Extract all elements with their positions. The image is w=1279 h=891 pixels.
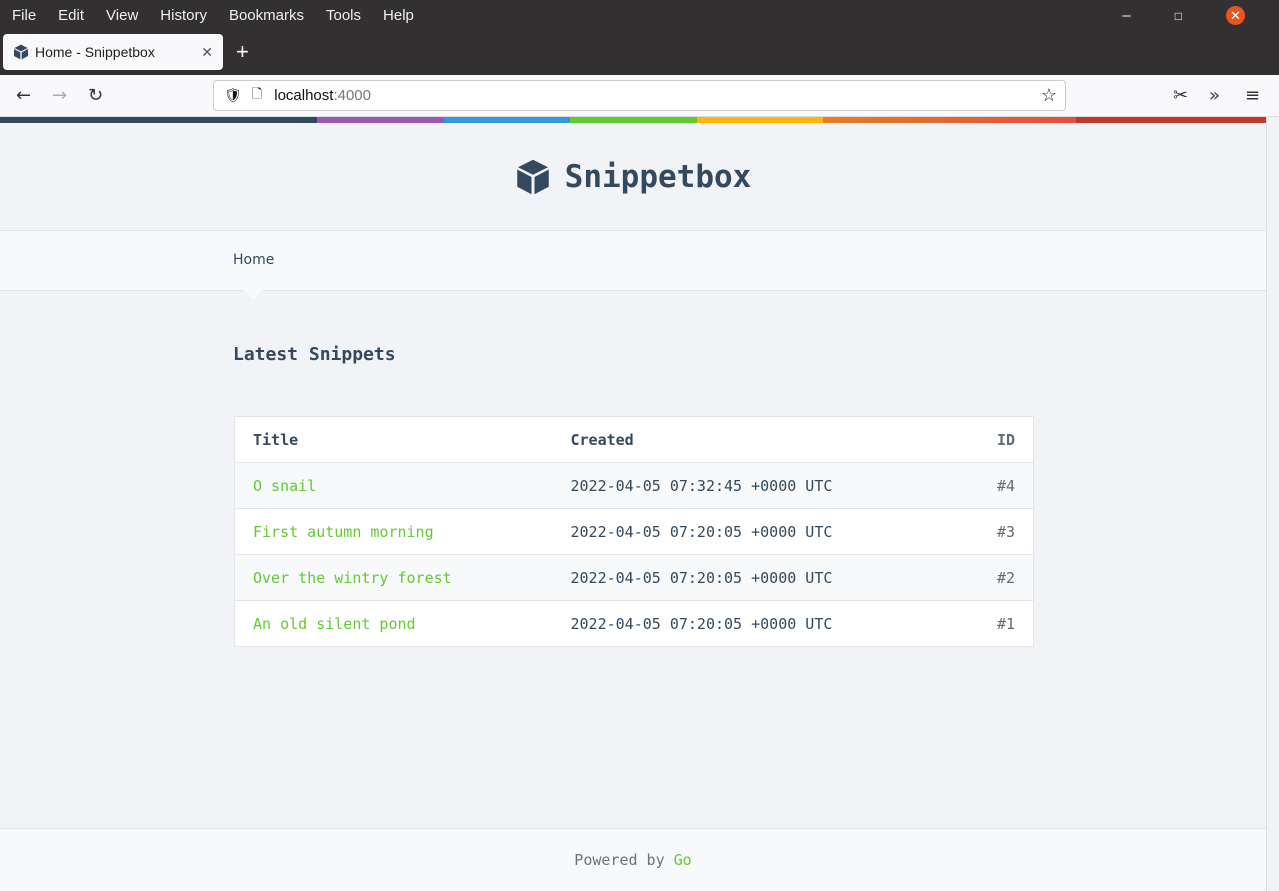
created-cell: 2022-04-05 07:20:05 +0000 UTC	[552, 600, 960, 647]
page-title: Latest Snippets	[233, 344, 396, 365]
page-icon: 🗋	[251, 85, 263, 101]
tab-title: Home - Snippetbox	[35, 44, 155, 60]
screenshot-icon[interactable]: ✂	[1173, 85, 1189, 106]
close-tab-icon[interactable]: ✕	[201, 43, 213, 60]
created-cell: 2022-04-05 07:20:05 +0000 UTC	[552, 508, 960, 555]
bookmark-star-icon[interactable]: ☆	[1040, 85, 1057, 105]
id-cell: #1	[959, 600, 1034, 647]
nav-bar: ← → ↻ 🛡 🗋 localhost:4000 ☆ ✂ » ≡	[0, 75, 1279, 117]
created-cell: 2022-04-05 07:32:45 +0000 UTC	[552, 462, 960, 509]
nav-active-caret	[243, 290, 263, 300]
menu-help[interactable]: Help	[383, 7, 414, 24]
table-header-row: Title Created ID	[234, 416, 1034, 463]
overflow-icon[interactable]: »	[1209, 85, 1221, 106]
snippet-link[interactable]: An old silent pond	[253, 614, 416, 633]
id-cell: #3	[959, 508, 1034, 555]
nav-home-link[interactable]: Home	[233, 252, 275, 268]
menu-tools[interactable]: Tools	[325, 7, 362, 24]
stripe-segment	[1076, 117, 1266, 123]
menu-bookmarks[interactable]: Bookmarks	[228, 7, 304, 24]
snippets-table: Title Created ID O snail 2022-04-05 07:32…	[234, 416, 1034, 647]
menu-file[interactable]: File	[12, 7, 37, 24]
url-bar[interactable]: 🛡 🗋 localhost:4000 ☆	[213, 80, 1066, 111]
site-header: Snippetbox	[0, 123, 1266, 231]
snippet-link[interactable]: Over the wintry forest	[253, 568, 452, 587]
color-stripe	[0, 117, 1266, 123]
cube-icon	[14, 44, 28, 60]
menu-view[interactable]: View	[106, 7, 139, 24]
site-title[interactable]: Snippetbox	[564, 158, 752, 195]
shield-icon: 🛡	[224, 87, 242, 103]
header-created: Created	[552, 416, 960, 463]
back-icon[interactable]: ←	[16, 85, 32, 106]
reload-icon[interactable]: ↻	[88, 85, 104, 106]
stripe-segment	[570, 117, 697, 123]
forward-icon[interactable]: →	[52, 85, 68, 106]
site-footer: Powered by Go	[0, 828, 1266, 890]
tab-bar: Home - Snippetbox ✕ +	[0, 31, 1279, 75]
new-tab-icon[interactable]: +	[236, 39, 249, 64]
url-host: localhost	[274, 87, 334, 104]
menu-edit[interactable]: Edit	[58, 7, 85, 24]
header-id: ID	[959, 416, 1034, 463]
close-window-icon[interactable]: ✕	[1226, 6, 1245, 25]
table-row: O snail 2022-04-05 07:32:45 +0000 UTC #4	[234, 462, 1034, 509]
id-cell: #4	[959, 462, 1034, 509]
site-nav: Home	[0, 231, 1266, 300]
stripe-segment	[697, 117, 823, 123]
footer-text: Powered by	[574, 851, 674, 869]
created-cell: 2022-04-05 07:20:05 +0000 UTC	[552, 554, 960, 601]
go-link[interactable]: Go	[673, 851, 692, 869]
table-row: Over the wintry forest 2022-04-05 07:20:0…	[234, 554, 1034, 601]
maximize-icon[interactable]: □	[1174, 8, 1182, 23]
cube-logo-icon	[516, 159, 549, 194]
menu-history[interactable]: History	[160, 7, 207, 24]
id-cell: #2	[959, 554, 1034, 601]
stripe-segment	[0, 117, 317, 123]
minimize-icon[interactable]: –	[1122, 7, 1131, 24]
snippet-link[interactable]: O snail	[253, 476, 317, 495]
stripe-segment	[444, 117, 570, 123]
snippet-link[interactable]: First autumn morning	[253, 522, 434, 541]
header-title: Title	[234, 416, 553, 463]
menu-icon[interactable]: ≡	[1245, 85, 1261, 106]
table-row: First autumn morning 2022-04-05 07:20:05 …	[234, 508, 1034, 555]
stripe-segment	[317, 117, 444, 123]
url-port: :4000	[333, 87, 371, 104]
tab-home[interactable]: Home - Snippetbox ✕	[3, 34, 223, 70]
menu-bar: File Edit View History Bookmarks Tools H…	[0, 0, 1279, 31]
table-row: An old silent pond 2022-04-05 07:20:05 +0…	[234, 600, 1034, 647]
stripe-segment	[823, 117, 1076, 123]
page-edge	[1266, 117, 1279, 891]
